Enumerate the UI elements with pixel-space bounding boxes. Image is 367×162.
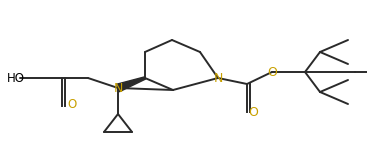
Text: N: N	[213, 71, 223, 85]
Text: O: O	[67, 98, 76, 110]
Text: HO: HO	[7, 71, 25, 85]
Text: O: O	[267, 65, 277, 79]
Text: N: N	[113, 81, 123, 94]
Text: O: O	[248, 105, 258, 118]
Polygon shape	[117, 77, 145, 92]
